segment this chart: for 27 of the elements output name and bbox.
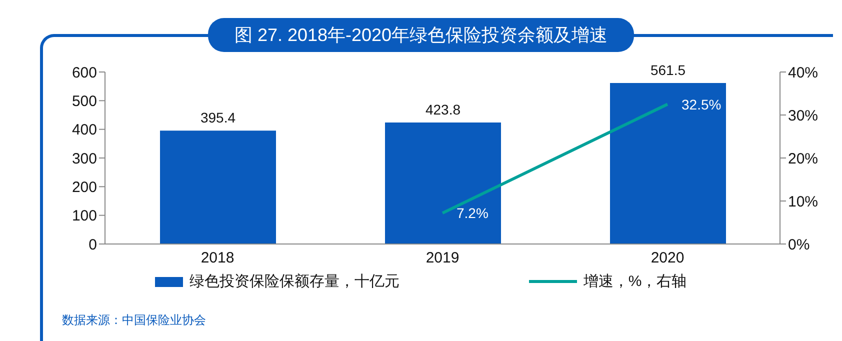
y2-tick-label: 10% bbox=[788, 193, 818, 210]
data-label: 32.5% bbox=[682, 96, 722, 112]
y2-tick-label: 20% bbox=[788, 150, 818, 168]
data-label: 423.8 bbox=[425, 102, 461, 118]
y-tick-label: 100 bbox=[72, 208, 97, 225]
y-tick-label: 500 bbox=[72, 92, 97, 110]
data-label: 395.4 bbox=[200, 110, 236, 126]
bar bbox=[385, 122, 501, 244]
y-tick-label: 200 bbox=[72, 178, 97, 196]
y-tick-label: 0 bbox=[88, 236, 97, 254]
legend-label: 绿色投资保险保额存量，十亿元 bbox=[189, 272, 400, 291]
bar bbox=[610, 83, 726, 244]
chart-title: 图 27. 2018年-2020年绿色保险投资余额及增速 bbox=[208, 18, 634, 52]
legend-label: 增速，%，右轴 bbox=[583, 272, 687, 291]
y2-tick-label: 30% bbox=[788, 107, 818, 124]
y2-tick-label: 0% bbox=[788, 236, 810, 254]
y2-tick-label: 40% bbox=[788, 64, 818, 82]
x-tick-label: 2020 bbox=[650, 250, 684, 267]
x-tick-label: 2019 bbox=[426, 250, 460, 267]
y-tick-label: 600 bbox=[72, 64, 97, 82]
y-tick-label: 400 bbox=[72, 122, 97, 139]
source-note: 数据来源：中国保险业协会 bbox=[62, 312, 206, 329]
data-label: 561.5 bbox=[650, 62, 686, 78]
bar bbox=[160, 130, 276, 244]
y-tick-label: 300 bbox=[72, 150, 97, 168]
x-tick-label: 2018 bbox=[200, 250, 234, 267]
data-label: 7.2% bbox=[456, 205, 488, 222]
